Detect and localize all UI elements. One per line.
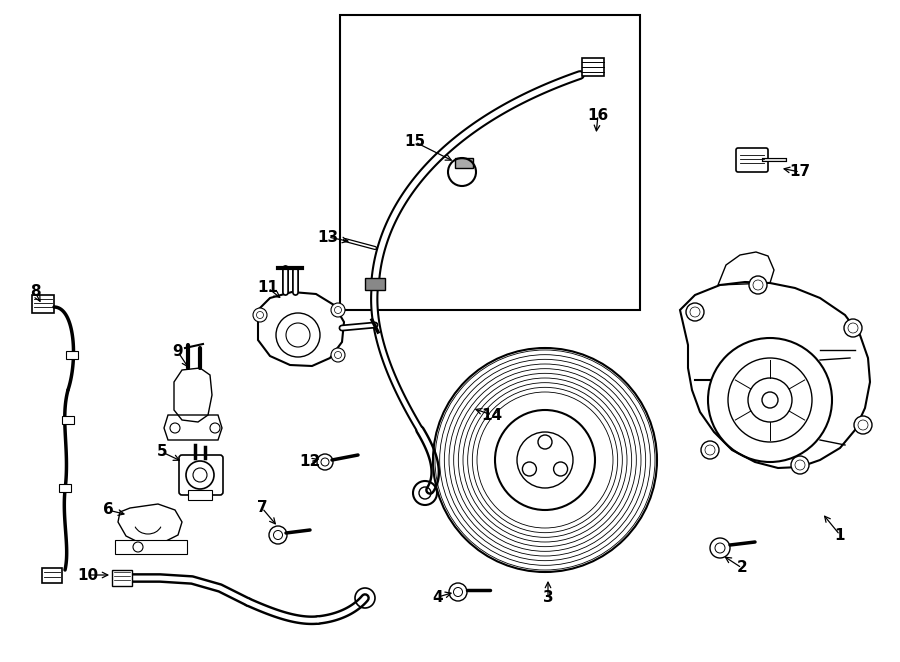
- FancyBboxPatch shape: [179, 455, 223, 495]
- Circle shape: [269, 526, 287, 544]
- Bar: [188, 490, 212, 500]
- Text: 11: 11: [257, 281, 278, 295]
- Bar: [582, 58, 604, 76]
- Circle shape: [253, 308, 267, 322]
- Circle shape: [538, 435, 552, 449]
- Text: 2: 2: [736, 561, 747, 575]
- Bar: [340, 15, 640, 310]
- Bar: [62, 416, 74, 424]
- Bar: [66, 351, 78, 359]
- Circle shape: [554, 462, 568, 476]
- Text: 6: 6: [103, 502, 113, 518]
- Bar: [115, 540, 187, 554]
- Circle shape: [791, 456, 809, 474]
- Text: 8: 8: [30, 285, 40, 299]
- Bar: [455, 158, 473, 168]
- Bar: [112, 570, 132, 586]
- Text: 16: 16: [588, 107, 608, 122]
- Circle shape: [495, 410, 595, 510]
- Text: 10: 10: [77, 567, 99, 583]
- Circle shape: [701, 441, 719, 459]
- FancyBboxPatch shape: [736, 148, 768, 172]
- Bar: [365, 278, 385, 290]
- Circle shape: [710, 538, 730, 558]
- Text: 5: 5: [157, 444, 167, 459]
- Circle shape: [276, 313, 320, 357]
- Text: 14: 14: [482, 408, 502, 422]
- Bar: [42, 568, 62, 583]
- Circle shape: [749, 276, 767, 294]
- Text: 13: 13: [318, 230, 338, 244]
- Circle shape: [331, 303, 345, 317]
- Text: 9: 9: [173, 344, 184, 359]
- Circle shape: [854, 416, 872, 434]
- Text: 17: 17: [789, 164, 811, 179]
- Text: 12: 12: [300, 455, 320, 469]
- Circle shape: [331, 348, 345, 362]
- Circle shape: [317, 454, 333, 470]
- Circle shape: [522, 462, 536, 476]
- Text: 1: 1: [835, 528, 845, 542]
- Bar: [32, 295, 54, 313]
- Text: 7: 7: [256, 500, 267, 516]
- Bar: [59, 484, 71, 492]
- Circle shape: [762, 392, 778, 408]
- Text: 3: 3: [543, 591, 553, 606]
- Circle shape: [686, 303, 704, 321]
- Circle shape: [844, 319, 862, 337]
- Circle shape: [449, 583, 467, 601]
- Text: 15: 15: [404, 134, 426, 150]
- Text: 4: 4: [433, 589, 444, 604]
